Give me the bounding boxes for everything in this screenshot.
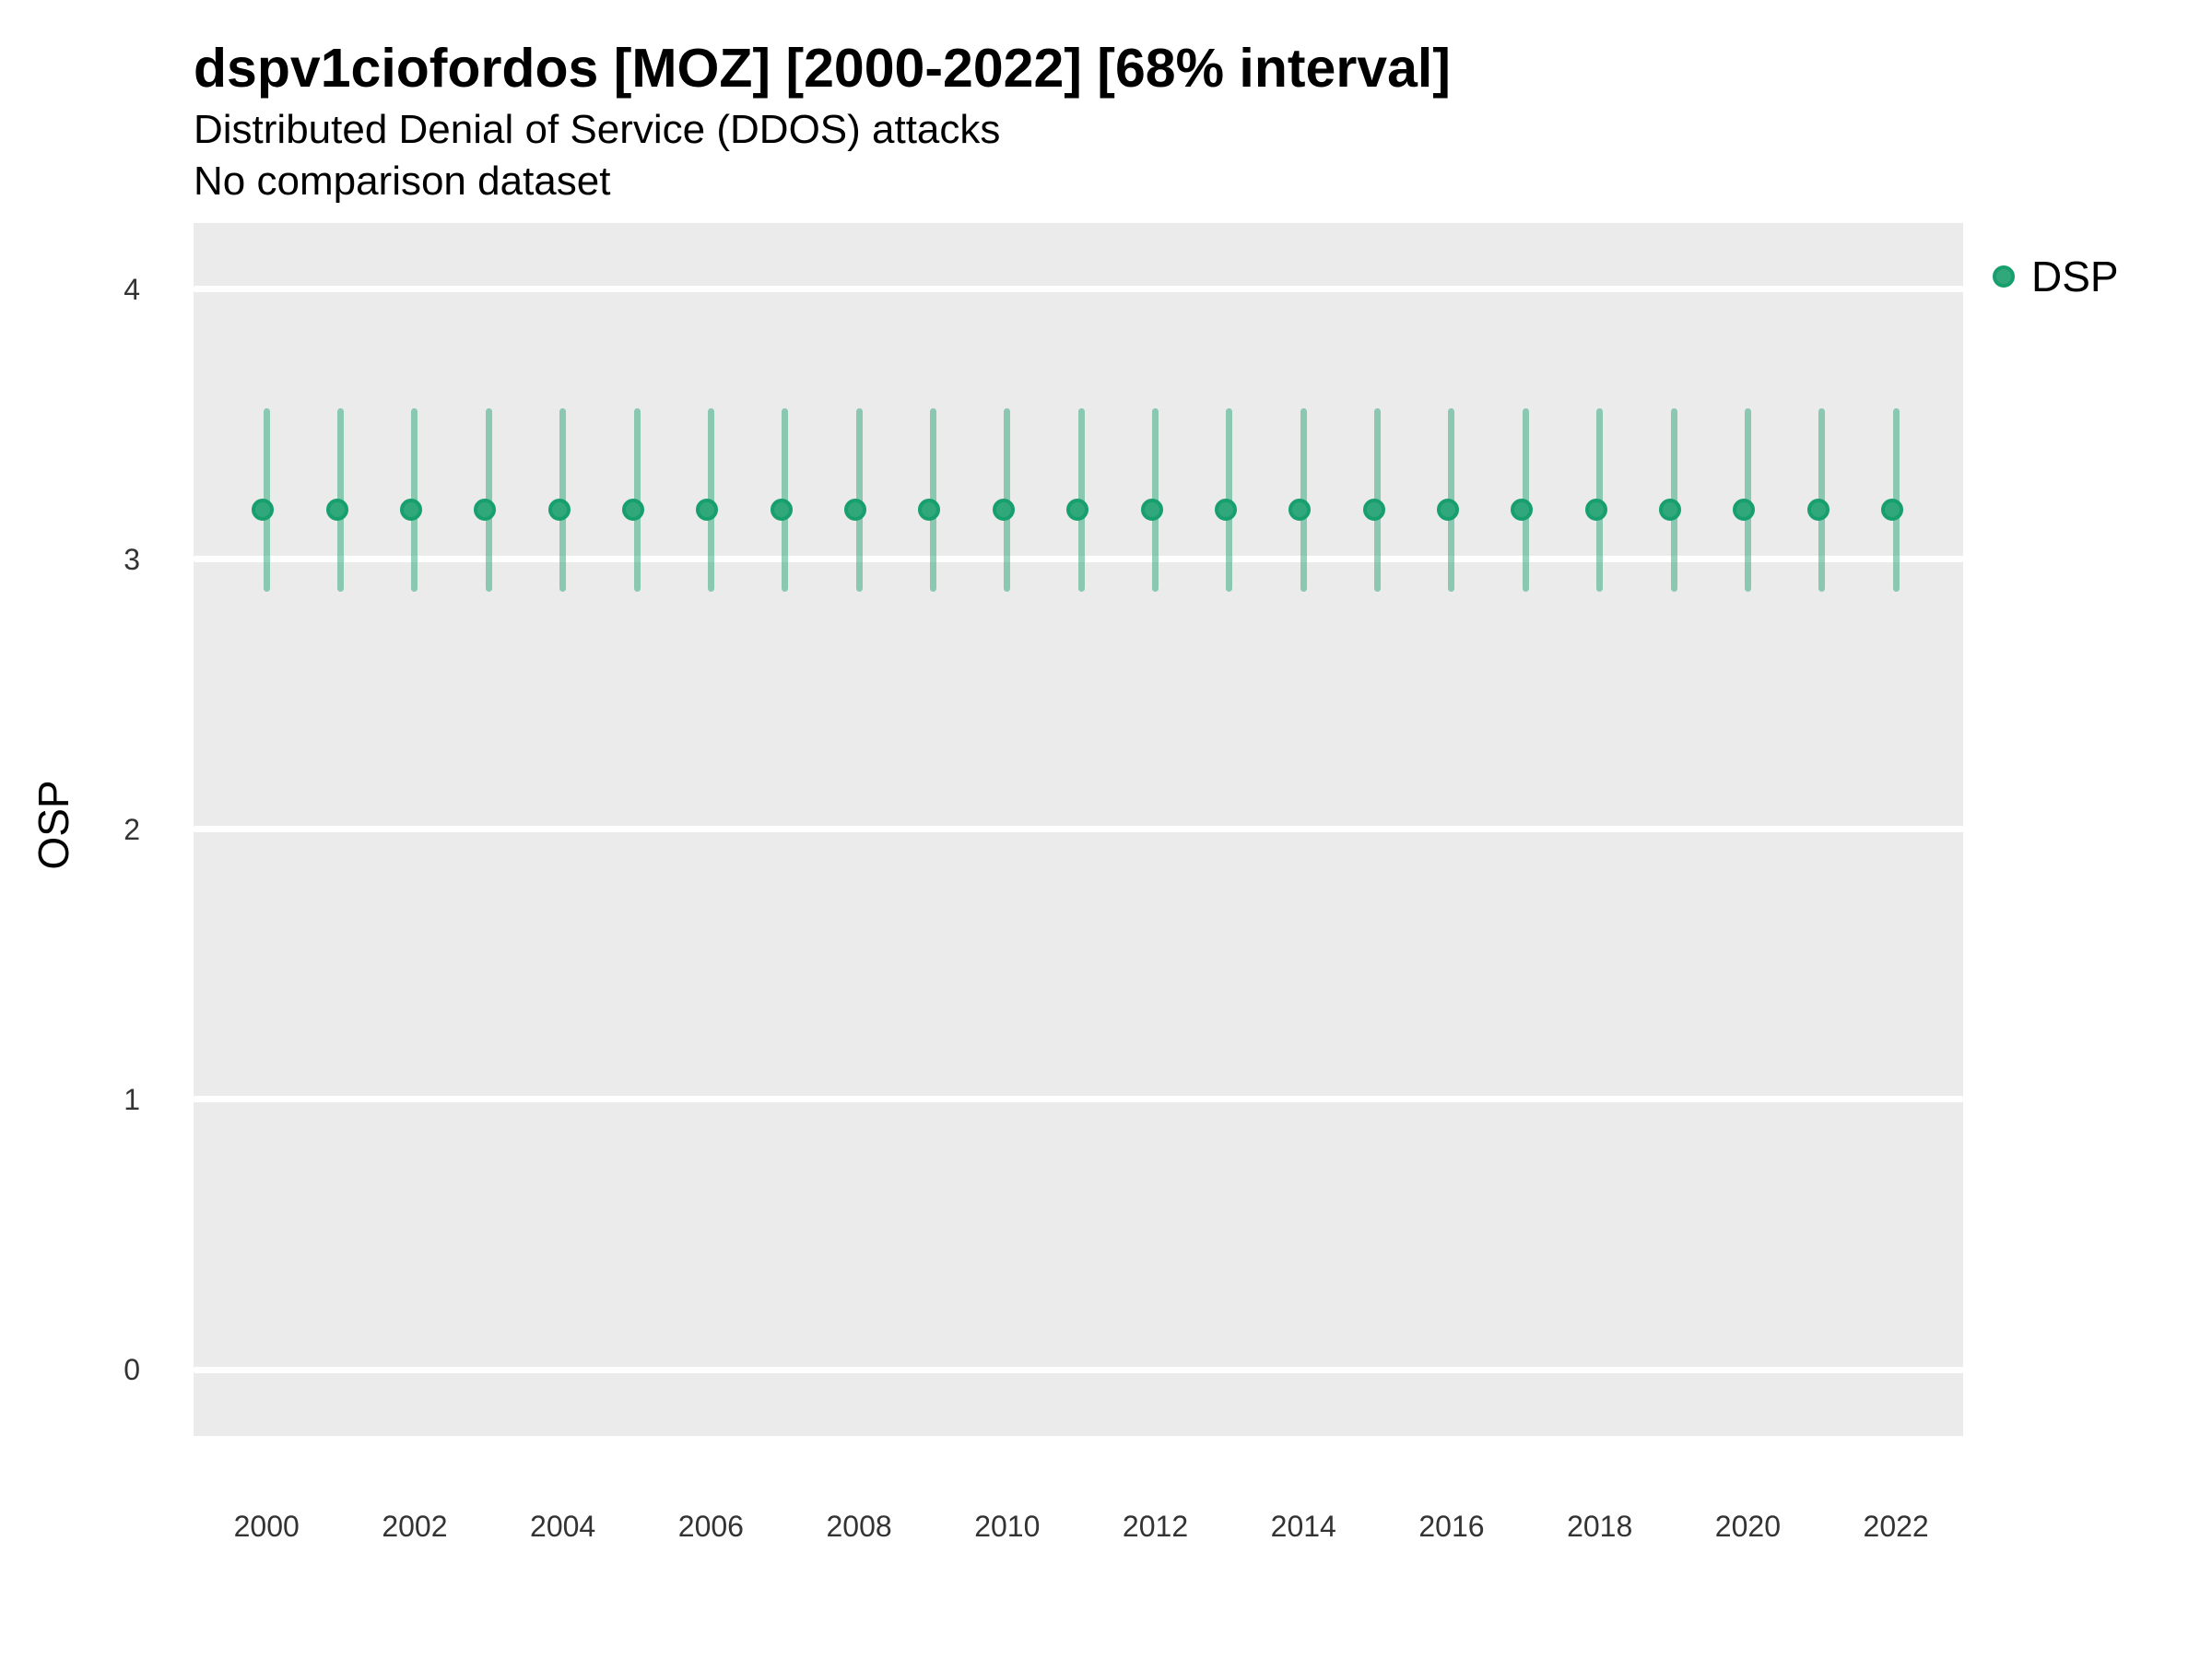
data-point [696, 498, 719, 521]
data-point [252, 498, 275, 521]
y-tick-label: 2 [124, 812, 140, 846]
data-point [1140, 498, 1163, 521]
gridline-y-0 [194, 1366, 1963, 1373]
data-point [1362, 498, 1385, 521]
data-point [547, 498, 571, 521]
chart-subtitle: Distributed Denial of Service (DDOS) att… [194, 107, 1001, 152]
data-point [1288, 498, 1312, 521]
gridline-y-1 [194, 1096, 1963, 1103]
data-point [474, 498, 497, 521]
data-point [1584, 498, 1607, 521]
gridline-y-2 [194, 826, 1963, 833]
x-tick-label: 2010 [974, 1510, 1041, 1543]
legend-point-icon [1993, 265, 2015, 288]
data-point [918, 498, 941, 521]
data-point [1806, 498, 1830, 521]
chart-note: No comparison dataset [194, 159, 611, 204]
x-tick-label: 2002 [382, 1510, 448, 1543]
data-point [325, 498, 348, 521]
y-tick-label: 3 [124, 542, 140, 576]
x-tick-label: 2006 [677, 1510, 744, 1543]
x-tick-label: 2022 [1863, 1510, 1929, 1543]
y-tick-label: 4 [124, 272, 140, 306]
plot-panel [194, 223, 1963, 1436]
data-point [1733, 498, 1756, 521]
x-tick-label: 2014 [1270, 1510, 1336, 1543]
x-tick-label: 2016 [1418, 1510, 1485, 1543]
data-point [1066, 498, 1089, 521]
legend: DSP [1993, 253, 2119, 300]
chart-title: dspv1ciofordos [MOZ] [2000-2022] [68% in… [194, 38, 1451, 99]
data-point [1436, 498, 1459, 521]
gridline-y-4 [194, 286, 1963, 293]
data-point [1214, 498, 1237, 521]
data-point [1659, 498, 1682, 521]
data-point [1881, 498, 1904, 521]
legend-label: DSP [2031, 253, 2119, 300]
x-tick-label: 2004 [530, 1510, 596, 1543]
x-tick-label: 2020 [1714, 1510, 1781, 1543]
data-point [770, 498, 793, 521]
x-tick-label: 2012 [1122, 1510, 1189, 1543]
x-tick-label: 2000 [233, 1510, 300, 1543]
x-tick-label: 2008 [826, 1510, 892, 1543]
data-point [622, 498, 644, 521]
y-tick-label: 1 [124, 1082, 140, 1116]
data-point [399, 498, 422, 521]
data-point [1511, 498, 1534, 521]
data-point [844, 498, 867, 521]
x-tick-label: 2018 [1567, 1510, 1633, 1543]
data-point [992, 498, 1015, 521]
y-tick-label: 0 [124, 1353, 140, 1386]
